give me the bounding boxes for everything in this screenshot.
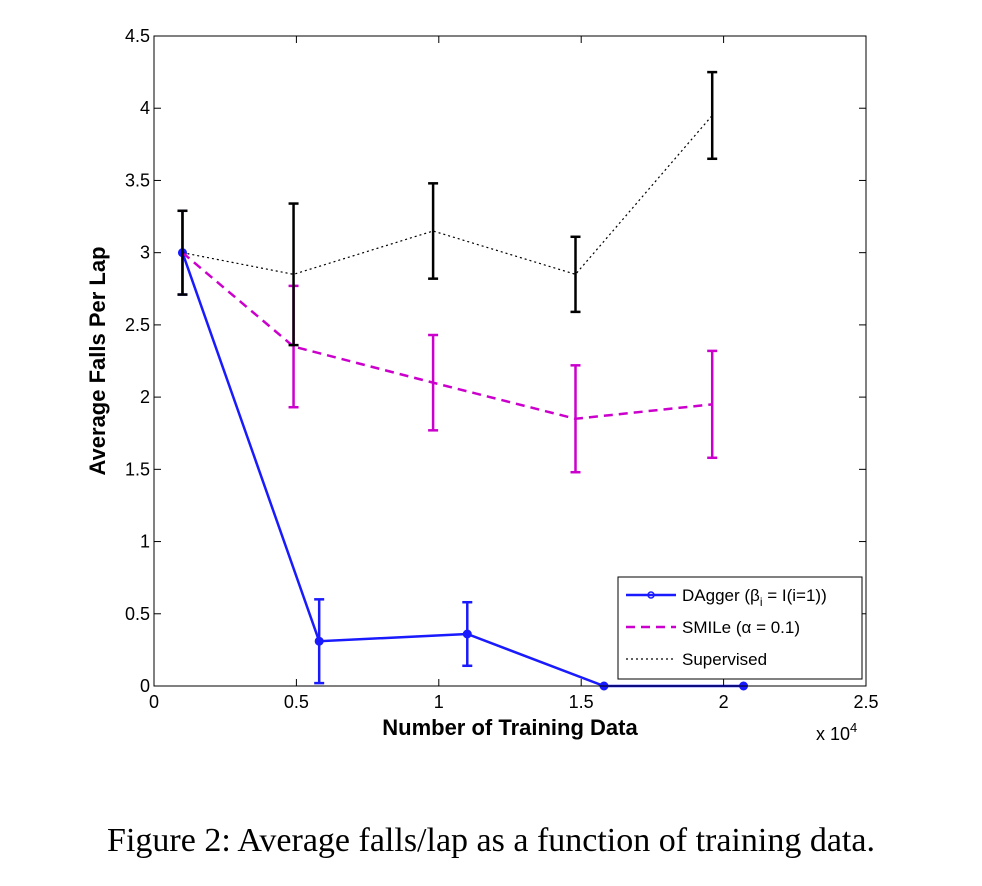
x-tick-label: 0.5 (284, 692, 309, 712)
axis-ticks: 0 0.5 1 1.5 2 2.5 0 0.5 1 1.5 2 2.5 3 3.5 4 4.5 (125, 26, 879, 712)
series-line (182, 115, 713, 276)
x-tick-label: 2.5 (853, 692, 878, 712)
x-tick-label: 1.5 (569, 692, 594, 712)
legend: DAgger (βi = I(i=1)) SMILe (α = 0.1) Super… (617, 576, 863, 680)
y-tick-label: 0.5 (125, 604, 150, 624)
figure-caption: Figure 2: Average falls/lap as a functio… (107, 822, 875, 859)
series-2 (177, 70, 718, 347)
x-axis-title: Number of Training Data (382, 715, 638, 740)
data-point (314, 636, 324, 646)
y-tick-label: 4 (140, 98, 150, 118)
legend-label: SMILe (α = 0.1) (682, 618, 800, 637)
y-tick-label: 4.5 (125, 26, 150, 46)
chart: 0 0.5 1 1.5 2 2.5 0 0.5 1 1.5 2 2.5 3 3.5 4 4.5 Number … (85, 26, 879, 744)
legend-marker (647, 591, 655, 599)
x-axis-multiplier-exponent: 4 (850, 720, 857, 735)
y-tick-label: 1 (140, 532, 150, 552)
series-line (181, 251, 713, 421)
x-tick-label: 2 (719, 692, 729, 712)
x-tick-label: 1 (434, 692, 444, 712)
data-point (462, 629, 472, 639)
x-tick-label: 0 (149, 692, 159, 712)
plot-frame (153, 35, 867, 687)
legend-label: Supervised (682, 650, 767, 669)
series-1 (181, 251, 718, 474)
y-tick-label: 3.5 (125, 170, 150, 190)
x-axis-multiplier: x 104 (816, 720, 857, 744)
y-tick-label: 0 (140, 676, 150, 696)
y-axis-title: Average Falls Per Lap (85, 246, 110, 475)
y-tick-label: 3 (140, 243, 150, 263)
y-tick-label: 1.5 (125, 459, 150, 479)
y-tick-label: 2.5 (125, 315, 150, 335)
legend-label: DAgger (βi = I(i=1)) (682, 586, 827, 609)
y-tick-label: 2 (140, 387, 150, 407)
